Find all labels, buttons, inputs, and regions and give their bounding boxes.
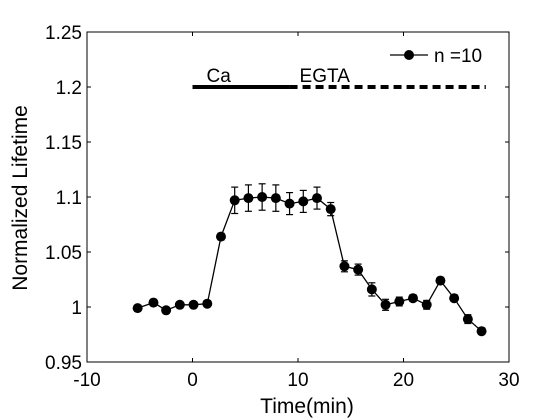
x-axis-label: Time(min): [260, 395, 354, 418]
data-point: [339, 261, 349, 271]
data-point: [216, 232, 226, 242]
treatment-label: EGTA: [300, 66, 351, 87]
data-point: [367, 284, 377, 294]
data-point: [189, 300, 199, 310]
y-tick-label: 1: [71, 298, 82, 319]
data-point: [477, 326, 487, 336]
plot-frame: [87, 32, 509, 362]
data-point: [230, 195, 240, 205]
y-tick-label: 0.95: [45, 353, 82, 374]
data-point: [353, 265, 363, 275]
legend: n =10: [390, 46, 482, 67]
y-tick-label: 1.25: [45, 23, 82, 44]
data-point: [408, 293, 418, 303]
treatment-bars: Ca EGTA: [193, 66, 486, 87]
legend-label: n =10: [434, 46, 482, 67]
data-point: [285, 199, 295, 209]
data-point: [243, 193, 253, 203]
y-axis-label: Normalized Lifetime: [9, 105, 32, 291]
data-point: [133, 303, 143, 313]
treatment-label: Ca: [207, 66, 232, 87]
plot-border: [87, 32, 509, 362]
legend-marker: [404, 50, 414, 60]
axis-ticks: [87, 32, 509, 362]
data-point: [381, 300, 391, 310]
y-tick-label: 1.1: [56, 188, 82, 209]
y-tick-label: 1.05: [45, 243, 82, 264]
data-point: [326, 204, 336, 214]
data-point: [148, 298, 158, 308]
data-point: [271, 193, 281, 203]
data-point: [394, 297, 404, 307]
data-point: [435, 276, 445, 286]
data-point: [449, 293, 459, 303]
x-tick-label: 0: [187, 370, 198, 391]
y-tick-label: 1.2: [56, 78, 82, 99]
data-point: [161, 305, 171, 315]
y-tick-label: 1.15: [45, 133, 82, 154]
data-point: [298, 196, 308, 206]
series-layer: [133, 184, 487, 336]
x-tick-label: 20: [393, 370, 414, 391]
series-line: [138, 197, 482, 331]
data-point: [202, 299, 212, 309]
x-tick-label: 30: [498, 370, 519, 391]
x-tick-label: 10: [287, 370, 308, 391]
data-point: [312, 193, 322, 203]
data-point: [175, 300, 185, 310]
data-point: [463, 314, 473, 324]
data-point: [257, 192, 267, 202]
data-point: [422, 300, 432, 310]
